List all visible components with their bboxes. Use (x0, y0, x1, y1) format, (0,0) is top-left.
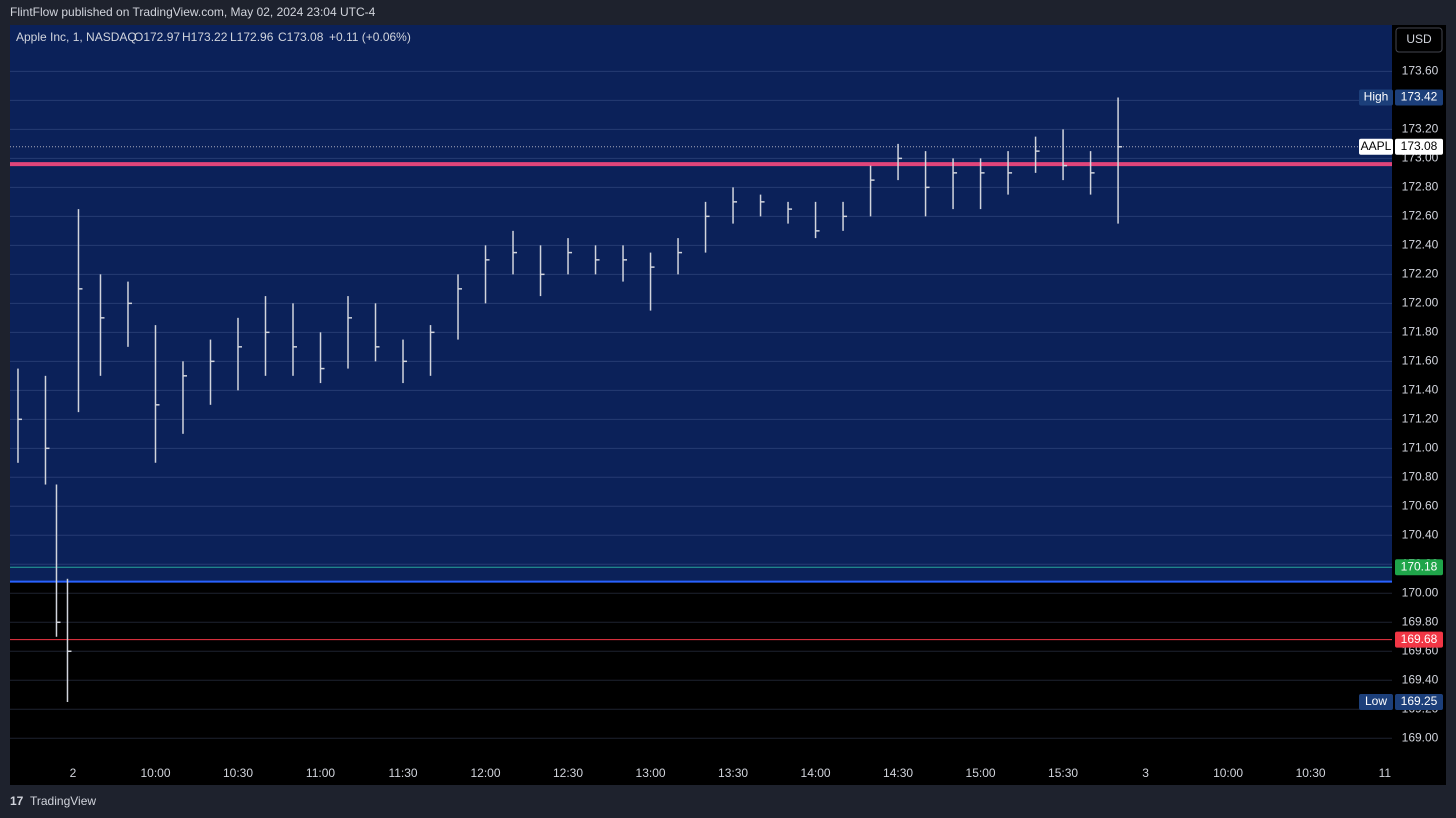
price-tag (1395, 89, 1443, 106)
price-tag-label: 169.68 (1401, 632, 1438, 646)
legend-change: +0.11 (+0.06%) (329, 30, 411, 44)
x-tick-label: 12:00 (471, 766, 501, 780)
y-tick-label: 171.00 (1402, 440, 1439, 454)
y-tick-label: 169.40 (1402, 672, 1439, 686)
x-tick-label: 2 (70, 766, 77, 780)
price-tag-name-box (1359, 89, 1393, 106)
price-tag-label: 170.18 (1401, 559, 1438, 573)
x-tick-label: 13:30 (718, 766, 748, 780)
price-tag-name: High (1364, 90, 1389, 104)
x-tick-label: 10:30 (223, 766, 253, 780)
price-tag-label: 173.08 (1401, 139, 1438, 153)
brand: TradingView (30, 794, 96, 808)
currency-button[interactable] (1395, 27, 1443, 53)
x-tick-label: 11 (1379, 766, 1392, 780)
price-tag-name: AAPL (1361, 139, 1392, 153)
y-tick-label: 173.60 (1402, 64, 1439, 78)
x-tick-label: 11:30 (388, 766, 417, 780)
y-tick-label: 173.20 (1402, 122, 1439, 136)
x-tick-label: 15:30 (1048, 766, 1078, 780)
x-tick-label: 14:30 (883, 766, 913, 780)
y-tick-label: 172.60 (1402, 209, 1439, 223)
price-tag-name-box (1359, 138, 1393, 155)
published-note: FlintFlow published on TradingView.com, … (10, 5, 376, 19)
currency[interactable]: USD (1406, 32, 1432, 46)
legend-ohlc: C173.08 (278, 30, 324, 44)
time-axis (10, 760, 1446, 785)
price-tag-label: 169.25 (1401, 694, 1438, 708)
y-tick-label: 172.00 (1402, 296, 1439, 310)
legend-ohlc: H173.22 (182, 30, 228, 44)
legend-symbol: Apple Inc, 1, NASDAQ (16, 30, 137, 44)
y-tick-label: 171.20 (1402, 411, 1439, 425)
y-tick-label: 170.40 (1402, 527, 1439, 541)
price-tag-name-box (1359, 694, 1393, 711)
x-tick-label: 12:30 (553, 766, 583, 780)
price-tag-label: 173.42 (1401, 90, 1438, 104)
x-tick-label: 14:00 (801, 766, 831, 780)
y-tick-label: 170.60 (1402, 498, 1439, 512)
x-tick-label: 10:30 (1296, 766, 1326, 780)
brand-logo: 17 (10, 794, 24, 808)
legend-ohlc: O172.97 (134, 30, 180, 44)
y-tick-label: 171.40 (1402, 382, 1439, 396)
y-tick-label: 172.80 (1402, 180, 1439, 194)
y-tick-label: 170.80 (1402, 469, 1439, 483)
y-tick-label: 170.00 (1402, 585, 1439, 599)
x-tick-label: 11:00 (306, 766, 335, 780)
price-tag (1395, 694, 1443, 711)
x-tick-label: 3 (1142, 766, 1149, 780)
x-tick-label: 10:00 (1213, 766, 1243, 780)
price-tag (1395, 559, 1443, 576)
y-tick-label: 172.40 (1402, 238, 1439, 252)
price-tag (1395, 138, 1443, 155)
price-tag (1395, 631, 1443, 648)
y-tick-label: 169.80 (1402, 614, 1439, 628)
y-tick-label: 172.20 (1402, 267, 1439, 281)
x-tick-label: 15:00 (966, 766, 996, 780)
zone (10, 25, 1392, 582)
price-tag-name: Low (1365, 694, 1387, 708)
y-tick-label: 169.00 (1402, 730, 1439, 744)
x-tick-label: 13:00 (636, 766, 666, 780)
x-tick-label: 10:00 (140, 766, 170, 780)
legend-ohlc: L172.96 (230, 30, 274, 44)
y-tick-label: 171.60 (1402, 354, 1439, 368)
y-tick-label: 171.80 (1402, 325, 1439, 339)
